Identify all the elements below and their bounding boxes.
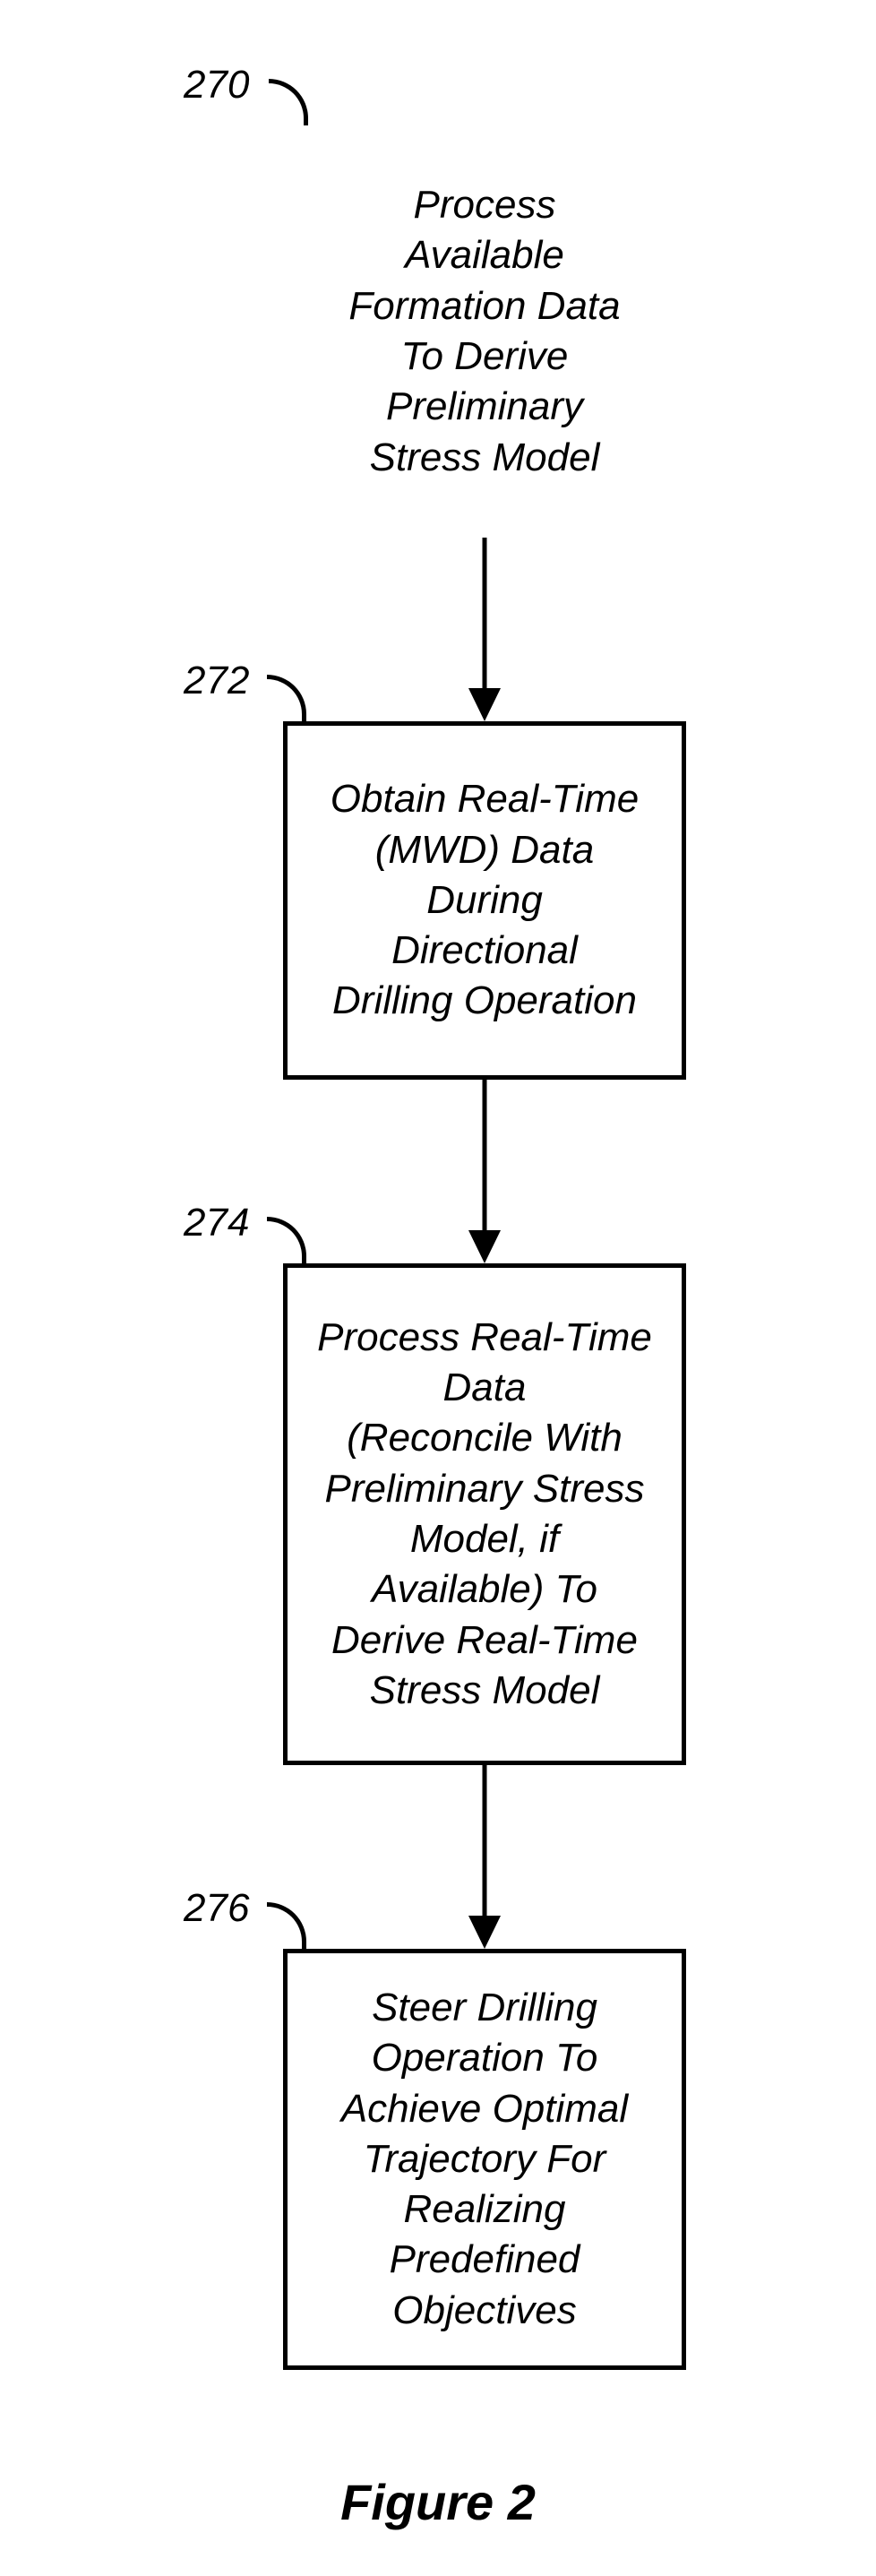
flow-node-270: Process Available Formation Data To Deri… [283,125,686,538]
node-label-text: 274 [184,1201,249,1245]
node-label-274: 274 [184,1201,249,1245]
node-text-272: Obtain Real-Time (MWD) Data During Direc… [314,763,655,1038]
node-text-274: Process Real-Time Data (Reconcile With P… [301,1302,668,1727]
label-tick-270 [269,79,308,131]
label-tick-276 [267,1902,306,1954]
arrow-270-272 [458,538,511,724]
label-tick-272 [267,675,306,727]
flow-node-276: Steer Drilling Operation To Achieve Opti… [283,1949,686,2370]
label-tick-274 [267,1217,306,1269]
flowchart-canvas: 270 Process Available Formation Data To … [0,0,876,2576]
node-label-text: 276 [184,1886,249,1930]
flow-node-274: Process Real-Time Data (Reconcile With P… [283,1263,686,1765]
figure-caption: Figure 2 [0,2473,876,2531]
flow-node-272: Obtain Real-Time (MWD) Data During Direc… [283,721,686,1080]
node-text-276: Steer Drilling Operation To Achieve Opti… [288,1972,682,2347]
arrow-274-276 [458,1765,511,1951]
node-label-text: 270 [184,63,249,107]
node-label-276: 276 [184,1886,249,1931]
node-label-270: 270 [184,63,249,108]
node-label-text: 272 [184,659,249,702]
node-label-272: 272 [184,659,249,703]
figure-caption-text: Figure 2 [340,2474,536,2530]
node-text-270: Process Available Formation Data To Deri… [332,169,636,494]
arrow-272-274 [458,1080,511,1266]
